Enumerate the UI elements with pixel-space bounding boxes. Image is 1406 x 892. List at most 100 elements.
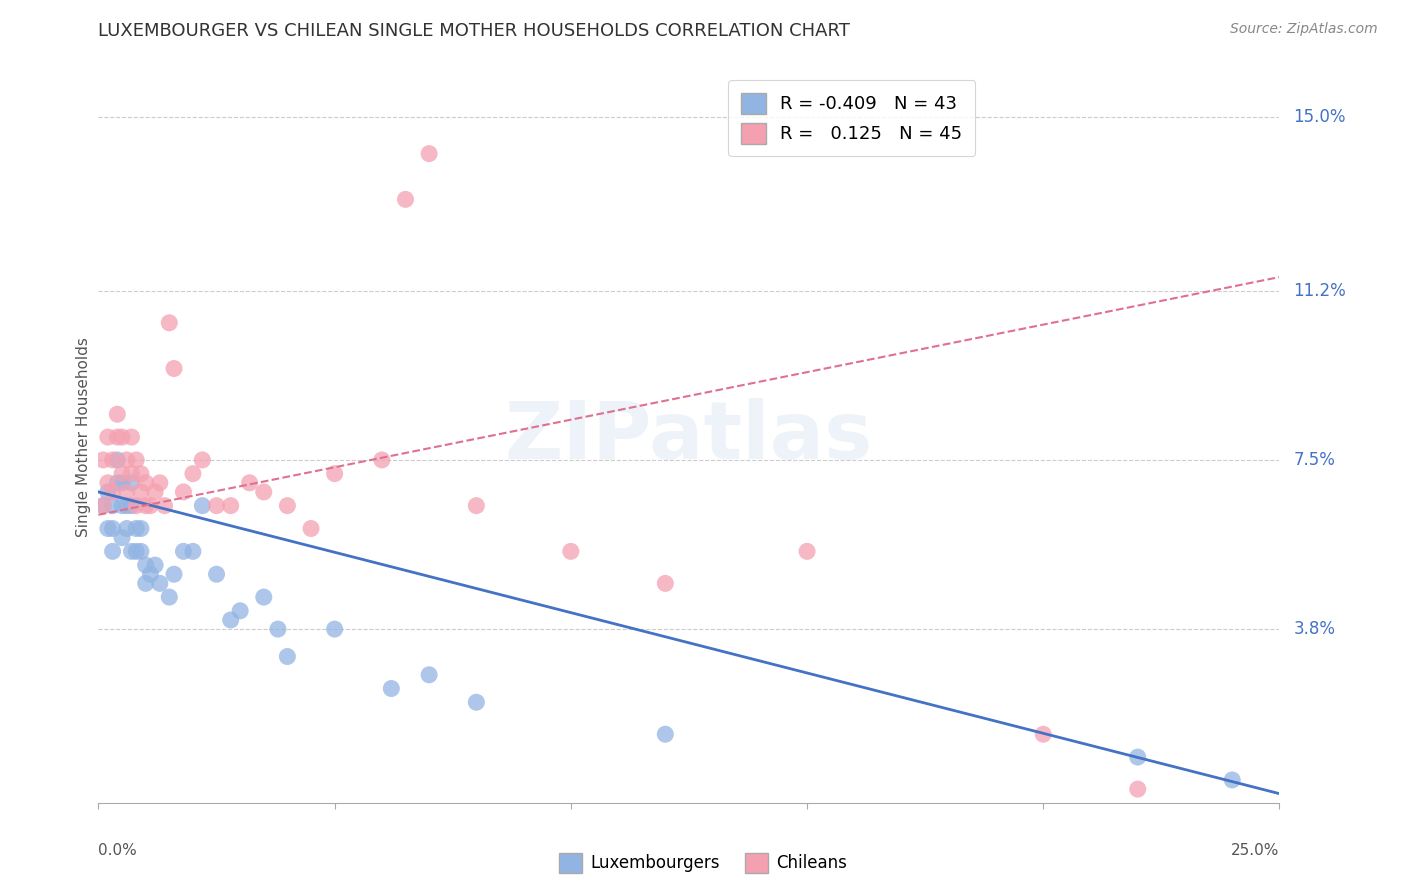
Text: 3.8%: 3.8% [1294, 620, 1336, 638]
Point [129, 544, 152, 558]
Point [163, 361, 186, 376]
Text: 0.0%: 0.0% [98, 843, 138, 858]
Point [796, 544, 818, 558]
Text: 15.0%: 15.0% [1294, 108, 1346, 126]
Point [172, 485, 194, 500]
Point [654, 576, 676, 591]
Point [97, 485, 120, 500]
Point [371, 453, 394, 467]
Point [205, 499, 228, 513]
Legend: R = -0.409   N = 43, R =   0.125   N = 45: R = -0.409 N = 43, R = 0.125 N = 45 [728, 80, 976, 156]
Point [191, 499, 214, 513]
Point [121, 475, 143, 490]
Point [111, 531, 134, 545]
Text: LUXEMBOURGER VS CHILEAN SINGLE MOTHER HOUSEHOLDS CORRELATION CHART: LUXEMBOURGER VS CHILEAN SINGLE MOTHER HO… [98, 22, 851, 40]
Point [135, 558, 157, 573]
Point [115, 453, 138, 467]
Point [111, 430, 134, 444]
Point [191, 453, 214, 467]
Point [105, 407, 128, 421]
Point [111, 499, 134, 513]
Point [143, 558, 166, 573]
Legend: Luxembourgers, Chileans: Luxembourgers, Chileans [553, 847, 853, 880]
Point [97, 430, 120, 444]
Point [135, 576, 157, 591]
Point [219, 613, 242, 627]
Point [135, 499, 157, 513]
Point [380, 681, 402, 696]
Point [121, 467, 143, 481]
Text: 7.5%: 7.5% [1294, 451, 1336, 469]
Point [121, 430, 143, 444]
Point [105, 430, 128, 444]
Point [97, 475, 120, 490]
Point [111, 467, 134, 481]
Point [1032, 727, 1054, 741]
Point [276, 649, 298, 664]
Point [276, 499, 298, 513]
Point [101, 544, 124, 558]
Text: Source: ZipAtlas.com: Source: ZipAtlas.com [1230, 22, 1378, 37]
Point [149, 475, 172, 490]
Point [172, 544, 194, 558]
Text: 25.0%: 25.0% [1232, 843, 1279, 858]
Point [465, 499, 488, 513]
Point [91, 499, 114, 513]
Point [149, 576, 172, 591]
Point [125, 544, 148, 558]
Point [253, 485, 276, 500]
Point [253, 590, 276, 604]
Point [1126, 782, 1149, 797]
Point [418, 146, 440, 161]
Point [139, 499, 162, 513]
Point [205, 567, 228, 582]
Point [125, 453, 148, 467]
Point [229, 604, 252, 618]
Point [465, 695, 488, 709]
Point [1220, 772, 1243, 787]
Point [418, 667, 440, 681]
Point [323, 622, 346, 636]
Point [181, 544, 204, 558]
Point [111, 475, 134, 490]
Point [121, 499, 143, 513]
Point [129, 467, 152, 481]
Point [105, 453, 128, 467]
Point [101, 453, 124, 467]
Point [115, 521, 138, 535]
Point [654, 727, 676, 741]
Point [121, 544, 143, 558]
Point [1126, 750, 1149, 764]
Point [91, 453, 114, 467]
Point [267, 622, 290, 636]
Point [153, 499, 176, 513]
Point [125, 521, 148, 535]
Point [115, 499, 138, 513]
Point [323, 467, 346, 481]
Point [129, 521, 152, 535]
Point [157, 590, 180, 604]
Point [115, 485, 138, 500]
Text: 11.2%: 11.2% [1294, 282, 1346, 300]
Point [105, 475, 128, 490]
Point [163, 567, 186, 582]
Point [299, 521, 322, 535]
Y-axis label: Single Mother Households: Single Mother Households [76, 337, 91, 537]
Point [239, 475, 262, 490]
Point [129, 485, 152, 500]
Point [97, 521, 120, 535]
Point [560, 544, 582, 558]
Point [219, 499, 242, 513]
Point [143, 485, 166, 500]
Point [135, 475, 157, 490]
Text: ZIPatlas: ZIPatlas [505, 398, 873, 476]
Point [125, 499, 148, 513]
Point [101, 485, 124, 500]
Point [181, 467, 204, 481]
Point [91, 499, 114, 513]
Point [139, 567, 162, 582]
Point [101, 499, 124, 513]
Point [394, 192, 416, 206]
Point [101, 521, 124, 535]
Point [157, 316, 180, 330]
